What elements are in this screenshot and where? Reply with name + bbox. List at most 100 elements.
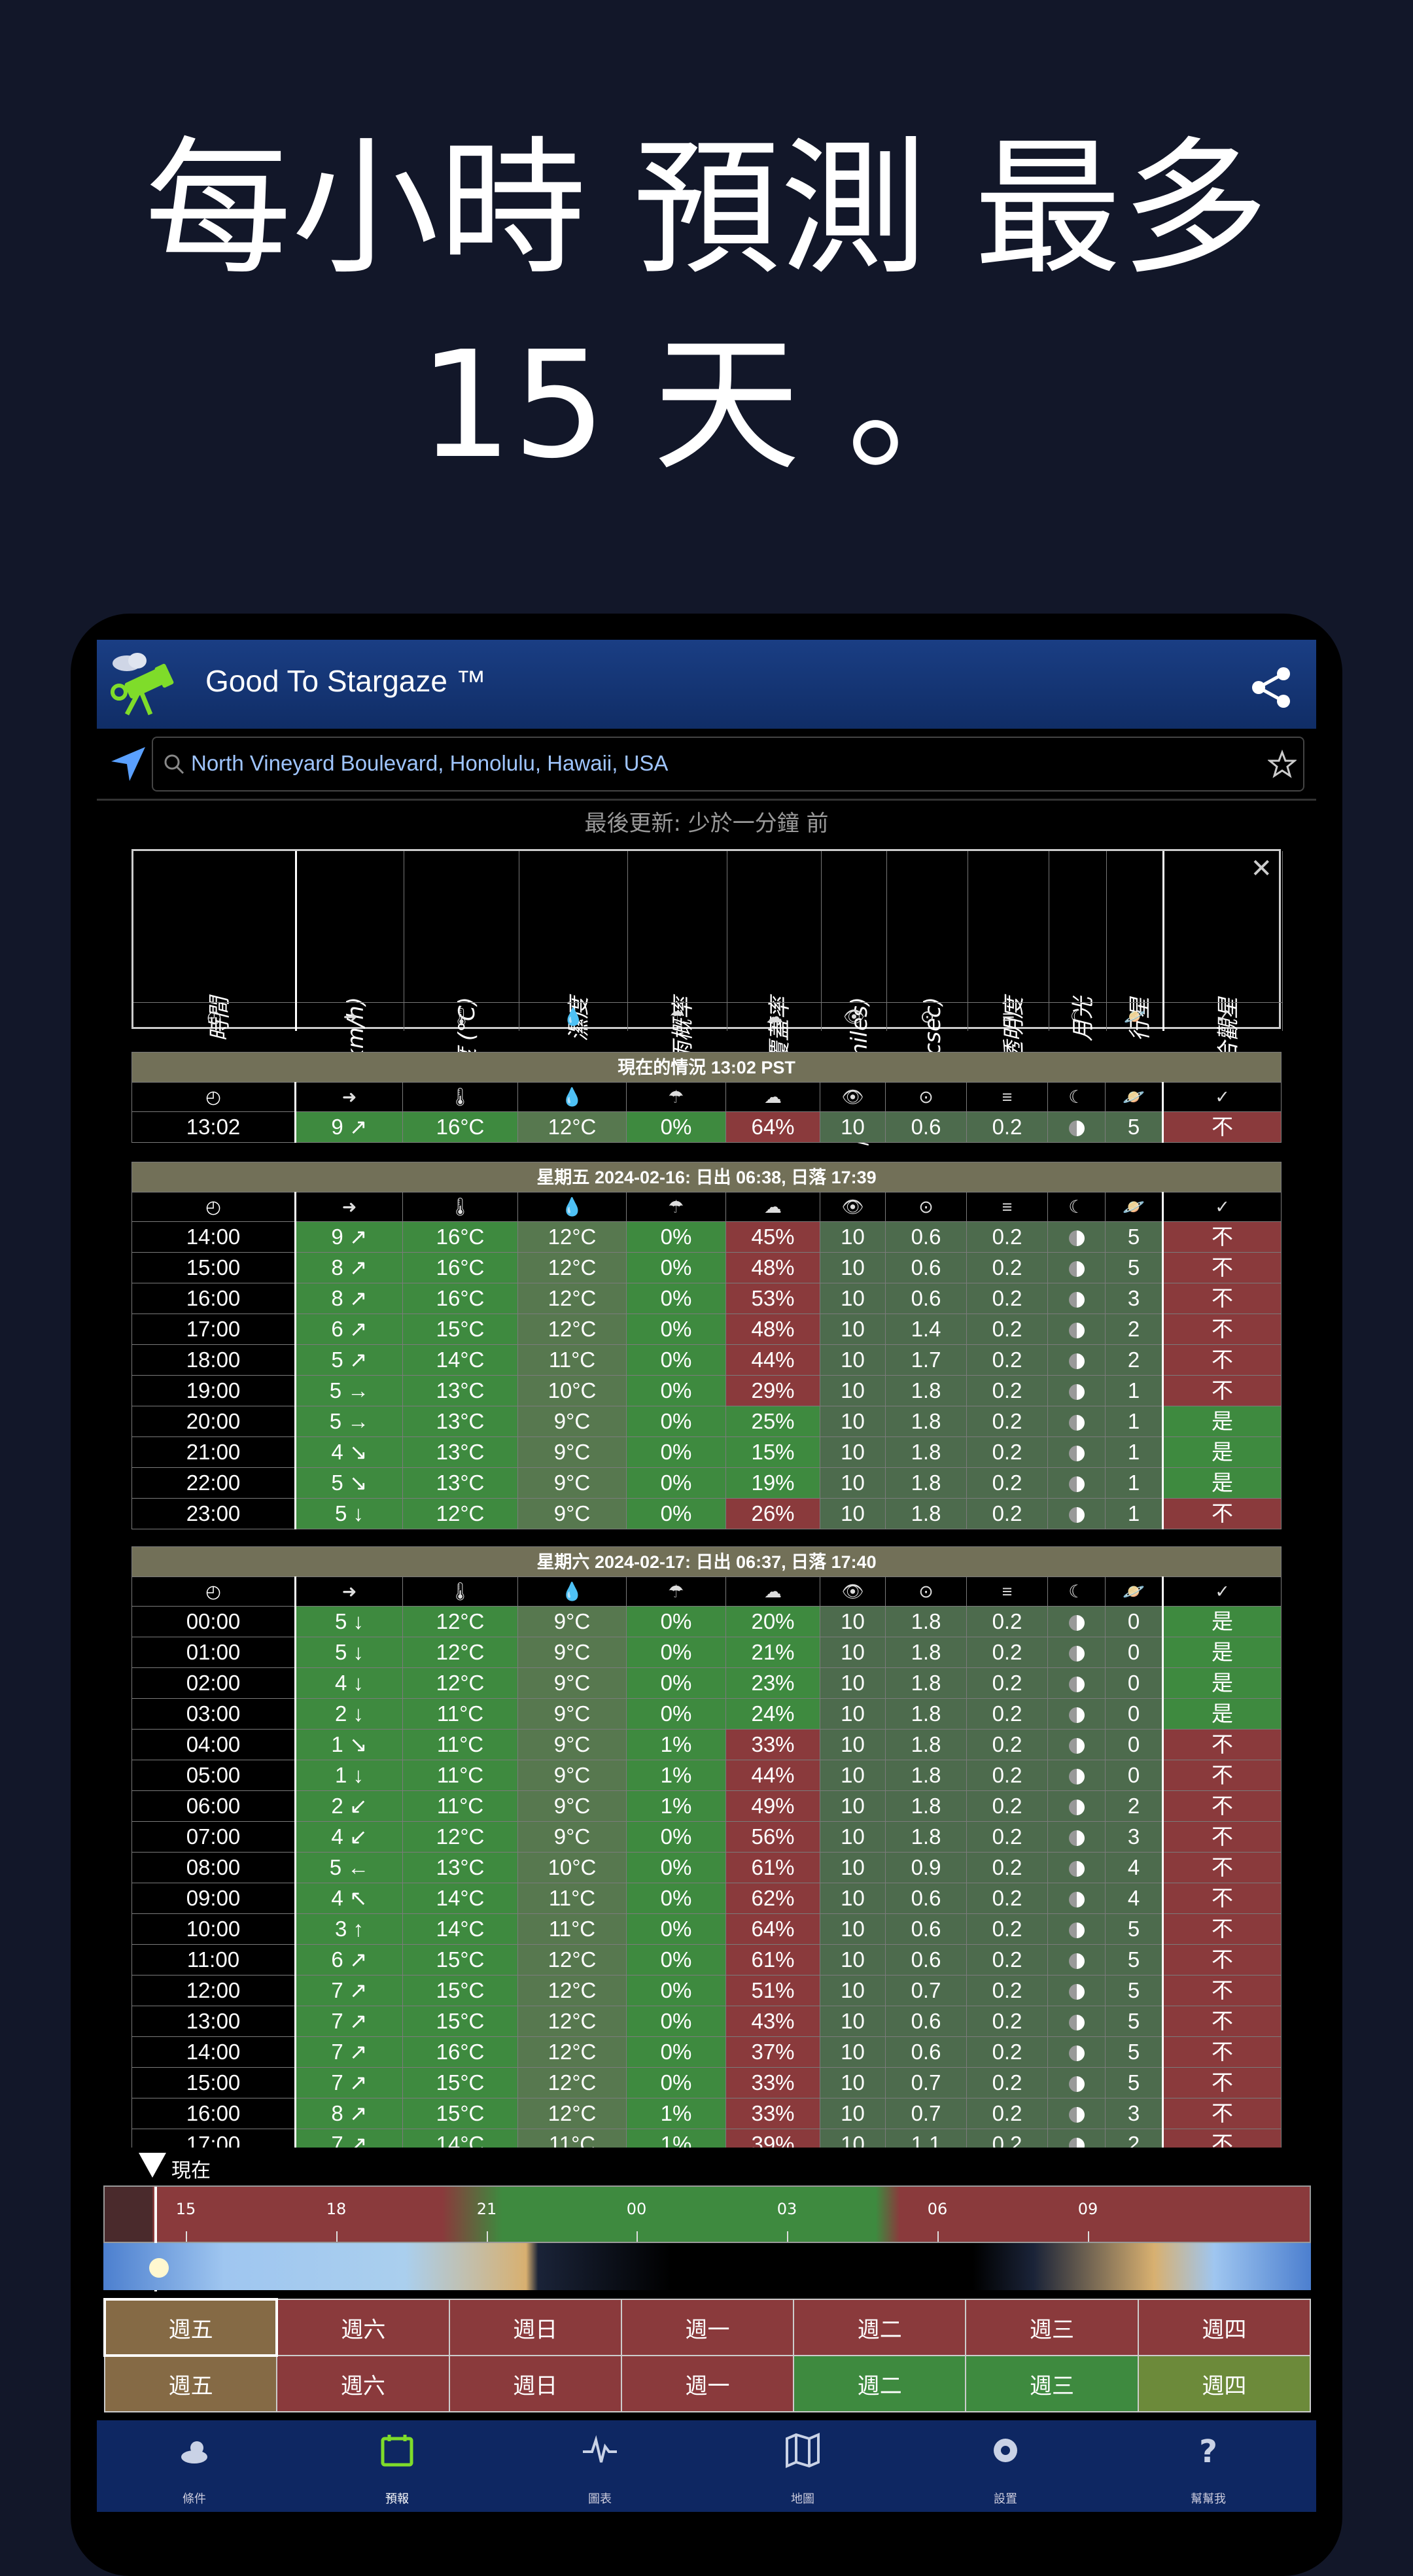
day-button-bottom[interactable]: 週二	[793, 2355, 967, 2412]
hourly-timeline[interactable]: 15 18 21 00 03 06 09	[103, 2185, 1311, 2291]
cell-temp: 16°C	[402, 1111, 518, 1143]
table-row[interactable]: 02:00 4 ↓ 12°C 9°C 0% 23% 10 1.8 0.2 0 是	[131, 1667, 1282, 1699]
table-row[interactable]: 13:02 9 ↗ 16°C 12°C 0% 64% 10 0.6 0.2 5 不	[131, 1111, 1282, 1143]
day-button-top[interactable]: 週三	[965, 2299, 1139, 2356]
table-row[interactable]: 03:00 2 ↓ 11°C 9°C 0% 24% 10 1.8 0.2 0 是	[131, 1698, 1282, 1730]
last-updated-text: 最後更新: 少於一分鐘 前	[584, 810, 829, 837]
table-row[interactable]: 21:00 4 ↘ 13°C 9°C 0% 15% 10 1.8 0.2 1 是	[131, 1436, 1282, 1468]
day-button-bottom[interactable]: 週四	[1137, 2355, 1312, 2412]
day-button-top[interactable]: 週日	[448, 2299, 622, 2356]
headline-line-1: 每小時 預測 最多	[144, 124, 1269, 295]
nav-map[interactable]: 地圖	[716, 2420, 890, 2512]
now-marker-icon[interactable]	[139, 2153, 166, 2178]
table-row[interactable]: 04:00 1 ↘ 11°C 9°C 1% 33% 10 1.8 0.2 0 不	[131, 1729, 1282, 1760]
cell-transparency: 0.2	[966, 1111, 1048, 1143]
table-row[interactable]: 06:00 2 ↙ 11°C 9°C 1% 49% 10 1.8 0.2 2 不	[131, 1790, 1282, 1822]
day-button-bottom[interactable]: 週六	[276, 2355, 450, 2412]
day-button-bottom[interactable]: 週三	[965, 2355, 1139, 2412]
column-icon: ➜	[295, 1576, 403, 1607]
cell-temp: 15°C	[402, 2006, 518, 2037]
cell-transparency: 0.2	[966, 2067, 1048, 2098]
cell-cloud: 48%	[725, 1314, 820, 1345]
table-row[interactable]: 08:00 5 ← 13°C 10°C 0% 61% 10 0.9 0.2 4 不	[131, 1852, 1282, 1883]
table-row[interactable]: 15:00 8 ↗ 16°C 12°C 0% 48% 10 0.6 0.2 5 不	[131, 1252, 1282, 1283]
nav-weather[interactable]: 條件	[107, 2420, 281, 2512]
moon-phase-icon	[1068, 1646, 1085, 1662]
table-row[interactable]: 09:00 4 ↖ 14°C 11°C 0% 62% 10 0.6 0.2 4 不	[131, 1883, 1282, 1914]
table-row[interactable]: 22:00 5 ↘ 13°C 9°C 0% 19% 10 1.8 0.2 1 是	[131, 1467, 1282, 1499]
cell-rain: 0%	[626, 1852, 726, 1883]
favorite-star-icon[interactable]	[1268, 750, 1297, 778]
table-row[interactable]: 20:00 5 → 13°C 9°C 0% 25% 10 1.8 0.2 1 是	[131, 1406, 1282, 1437]
column-icon: 💧	[517, 1192, 627, 1222]
cell-verdict: 不	[1161, 1883, 1282, 1914]
close-icon[interactable]: ✕	[1250, 854, 1272, 884]
cell-moon	[1047, 1667, 1106, 1699]
cell-time: 06:00	[131, 1790, 296, 1822]
table-row[interactable]: 12:00 7 ↗ 15°C 12°C 0% 51% 10 0.7 0.2 5 不	[131, 1975, 1282, 2006]
cell-planets: 0	[1105, 1760, 1163, 1791]
table-row[interactable]: 15:00 7 ↗ 15°C 12°C 0% 33% 10 0.7 0.2 5 不	[131, 2067, 1282, 2098]
table-row[interactable]: 01:00 5 ↓ 12°C 9°C 0% 21% 10 1.8 0.2 0 是	[131, 1637, 1282, 1668]
cell-visibility: 10	[820, 1283, 886, 1314]
table-row[interactable]: 19:00 5 → 13°C 10°C 0% 29% 10 1.8 0.2 1 不	[131, 1375, 1282, 1406]
cell-wind: 4 ↙	[295, 1821, 403, 1853]
cell-temp: 13°C	[402, 1406, 518, 1437]
table-row[interactable]: 00:00 5 ↓ 12°C 9°C 0% 20% 10 1.8 0.2 0 是	[131, 1606, 1282, 1637]
table-row[interactable]: 16:00 8 ↗ 15°C 12°C 1% 33% 10 0.7 0.2 3 不	[131, 2098, 1282, 2129]
moon-phase-icon	[1068, 1984, 1085, 2000]
nav-gear[interactable]: 設置	[918, 2420, 1092, 2512]
header-symbol-icon: 🪐	[1107, 1002, 1162, 1031]
cell-wind: 7 ↗	[295, 2006, 403, 2037]
day-button-top[interactable]: 週六	[276, 2299, 450, 2356]
cell-humidity: 11°C	[517, 1344, 627, 1376]
cell-cloud: 29%	[725, 1375, 820, 1406]
table-row[interactable]: 14:00 9 ↗ 16°C 12°C 0% 45% 10 0.6 0.2 5 不	[131, 1221, 1282, 1253]
cell-wind: 5 ↗	[295, 1344, 403, 1376]
table-row[interactable]: 10:00 3 ↑ 14°C 11°C 0% 64% 10 0.6 0.2 5 不	[131, 1913, 1282, 1945]
table-row[interactable]: 18:00 5 ↗ 14°C 11°C 0% 44% 10 1.7 0.2 2 不	[131, 1344, 1282, 1376]
cell-verdict: 不	[1161, 2036, 1282, 2068]
share-icon[interactable]	[1248, 665, 1294, 710]
day-button-bottom[interactable]: 週日	[448, 2355, 622, 2412]
header-col-11: 適合觀星 ✓	[1164, 851, 1283, 1086]
day-button-top[interactable]: 週一	[620, 2299, 795, 2356]
cell-planets: 3	[1105, 2098, 1163, 2129]
table-row[interactable]: 05:00 1 ↓ 11°C 9°C 1% 44% 10 1.8 0.2 0 不	[131, 1760, 1282, 1791]
location-search-field[interactable]: North Vineyard Boulevard, Honolulu, Hawa…	[152, 737, 1304, 792]
table-row[interactable]: 14:00 7 ↗ 16°C 12°C 0% 37% 10 0.6 0.2 5 不	[131, 2036, 1282, 2068]
moon-phase-icon	[1068, 1323, 1085, 1339]
table-row[interactable]: 17:00 6 ↗ 15°C 12°C 0% 48% 10 1.4 0.2 2 不	[131, 1314, 1282, 1345]
header-col-10: 行星 🪐	[1107, 851, 1164, 1041]
nav-label: 圖表	[588, 2492, 612, 2506]
table-row[interactable]: 11:00 6 ↗ 15°C 12°C 0% 61% 10 0.6 0.2 5 不	[131, 1944, 1282, 1976]
day-button-bottom[interactable]: 週一	[620, 2355, 795, 2412]
nav-calendar[interactable]: 預報	[310, 2420, 484, 2512]
cell-wind: 2 ↓	[295, 1698, 403, 1730]
cell-moon	[1047, 1975, 1106, 2006]
table-row[interactable]: 16:00 8 ↗ 16°C 12°C 0% 53% 10 0.6 0.2 3 不	[131, 1283, 1282, 1314]
cell-humidity: 12°C	[517, 2067, 627, 2098]
cell-humidity: 11°C	[517, 1913, 627, 1945]
cell-rain: 0%	[626, 1975, 726, 2006]
day-button-top[interactable]: 週五	[103, 2298, 279, 2357]
cell-seeing: 0.7	[885, 2067, 967, 2098]
location-arrow-icon[interactable]	[107, 743, 149, 785]
cell-visibility: 10	[820, 1883, 886, 1914]
cell-wind: 5 ↓	[295, 1498, 403, 1529]
cell-humidity: 9°C	[517, 1498, 627, 1529]
table-row[interactable]: 13:00 7 ↗ 15°C 12°C 0% 43% 10 0.6 0.2 5 不	[131, 2006, 1282, 2037]
column-icon: ➜	[295, 1082, 403, 1112]
nav-help[interactable]: ? 幫幫我	[1121, 2420, 1295, 2512]
nav-pulse-chart[interactable]: 圖表	[513, 2420, 687, 2512]
cell-seeing: 1.8	[885, 1790, 967, 1822]
cell-moon	[1047, 1606, 1106, 1637]
day-button-bottom[interactable]: 週五	[103, 2355, 278, 2412]
cell-wind: 8 ↗	[295, 1252, 403, 1283]
cell-rain: 0%	[626, 1221, 726, 1253]
cell-transparency: 0.2	[966, 2006, 1048, 2037]
day-button-top[interactable]: 週二	[793, 2299, 967, 2356]
table-row[interactable]: 23:00 5 ↓ 12°C 9°C 0% 26% 10 1.8 0.2 1 不	[131, 1498, 1282, 1529]
day-button-top[interactable]: 週四	[1137, 2299, 1312, 2356]
table-row[interactable]: 07:00 4 ↙ 12°C 9°C 0% 56% 10 1.8 0.2 3 不	[131, 1821, 1282, 1853]
